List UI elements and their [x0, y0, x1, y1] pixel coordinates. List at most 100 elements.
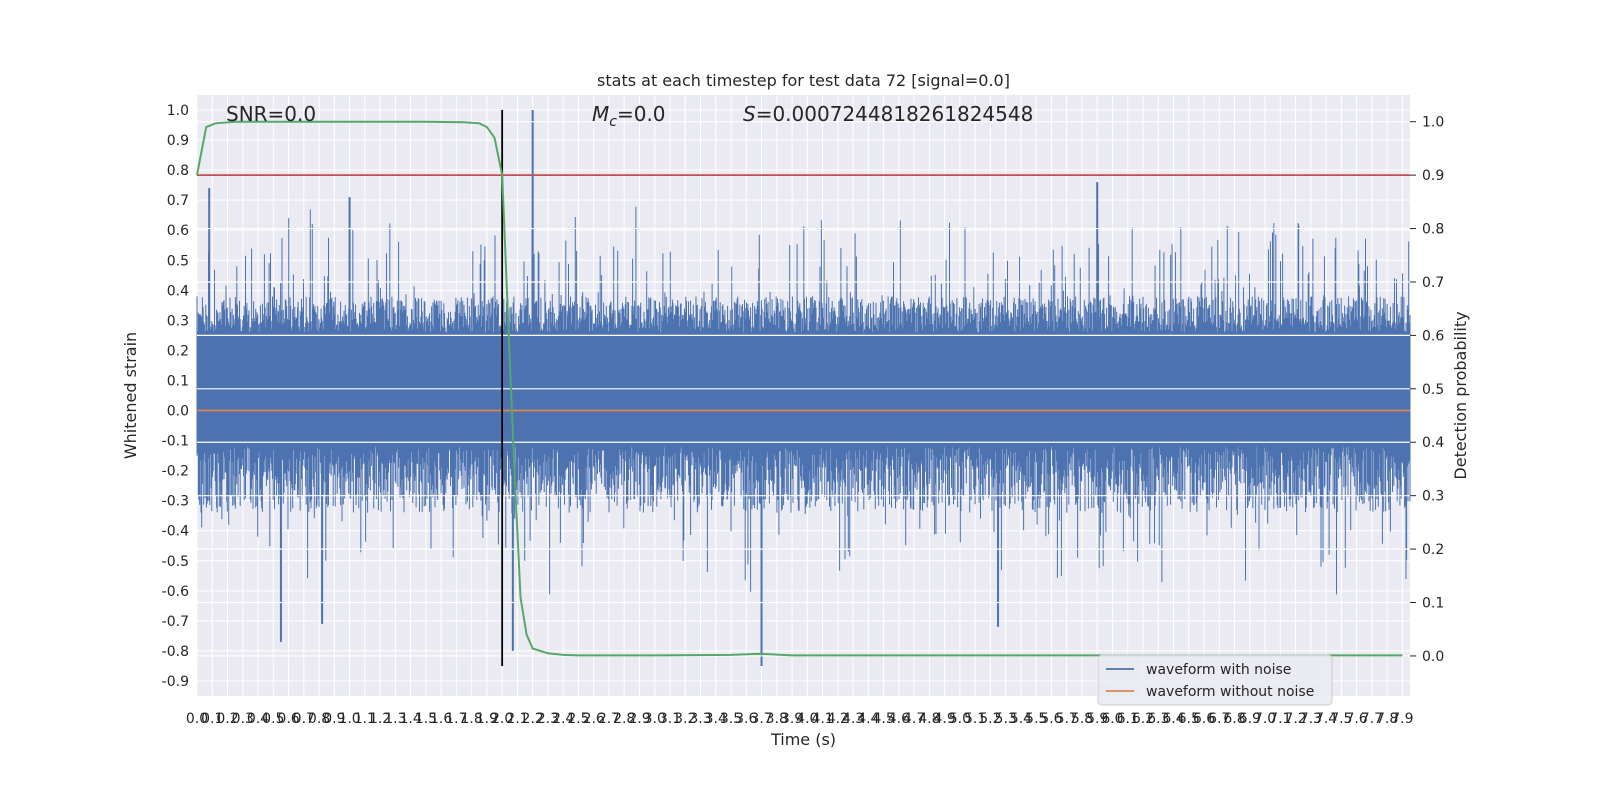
x-tick-label: 0.0: [186, 711, 208, 727]
y2-tick-label: 0.1: [1422, 596, 1444, 612]
x-tick-label: 5.4: [1010, 711, 1032, 727]
chirp-mass-annotation: Mc=0.0: [592, 102, 666, 130]
x-tick-label: 2.9: [628, 711, 650, 727]
detection-probability-series: [196, 120, 1403, 657]
x-tick-label: 2.5: [567, 711, 589, 727]
y-tick-label: -0.7: [162, 614, 189, 630]
x-tick-label: 5.8: [1071, 711, 1093, 727]
y-tick-label: -0.3: [162, 494, 189, 510]
x-tick-label: 5.5: [1025, 711, 1047, 727]
x-tick-label: 0.9: [323, 711, 345, 727]
snr-annotation: SNR=0.0: [226, 102, 316, 126]
x-tick-label: 2.4: [552, 711, 574, 727]
x-tick-label: 7.2: [1284, 711, 1306, 727]
x-tick-label: 6.4: [1162, 711, 1184, 727]
x-tick-label: 0.6: [277, 711, 299, 727]
x-tick-label: 6.3: [1147, 711, 1169, 727]
x-tick-label: 3.8: [766, 711, 788, 727]
x-tick-label: 3.6: [735, 711, 757, 727]
x-tick-label: 6.5: [1178, 711, 1200, 727]
y-tick-label: -0.5: [162, 554, 189, 570]
y2-tick-label: 0.3: [1422, 489, 1444, 505]
x-tick-label: 6.2: [1132, 711, 1154, 727]
y2-tick-label: 0.2: [1422, 542, 1444, 558]
chart-title: stats at each timestep for test data 72 …: [597, 71, 1010, 90]
y-tick-label: 0.1: [167, 373, 189, 389]
x-tick-label: 7.0: [1254, 711, 1276, 727]
x-tick-label: 6.6: [1193, 711, 1215, 727]
x-tick-label: 0.4: [247, 711, 269, 727]
x-tick-label: 7.1: [1269, 711, 1291, 727]
x-tick-label: 3.2: [674, 711, 696, 727]
x-tick-label: 4.2: [827, 711, 849, 727]
x-tick-label: 1.6: [430, 711, 452, 727]
x-tick-label: 1.2: [369, 711, 391, 727]
legend-box: [1097, 654, 1333, 706]
legend-label: waveform without noise: [1146, 684, 1314, 700]
x-tick-label: 5.0: [949, 711, 971, 727]
x-tick-label: 0.2: [216, 711, 238, 727]
y-tick-label: 0.0: [167, 404, 189, 420]
x-tick-label: 5.7: [1056, 711, 1078, 727]
x-tick-label: 7.7: [1361, 711, 1383, 727]
x-tick-label: 1.4: [399, 711, 421, 727]
x-tick-label: 2.6: [583, 711, 605, 727]
y2-tick-label: 1.0: [1422, 115, 1444, 131]
x-tick-label: 1.1: [354, 711, 376, 727]
x-tick-label: 3.5: [720, 711, 742, 727]
x-tick-label: 5.1: [964, 711, 986, 727]
x-tick-label: 6.0: [1101, 711, 1123, 727]
y-tick-label: 0.2: [167, 343, 189, 359]
y2-tick-label: 0.8: [1422, 222, 1444, 238]
x-tick-label: 4.4: [857, 711, 879, 727]
x-tick-label: 4.7: [903, 711, 925, 727]
x-tick-label: 5.9: [1086, 711, 1108, 727]
x-tick-label: 1.8: [461, 711, 483, 727]
x-tick-label: 4.1: [811, 711, 833, 727]
x-tick-label: 7.4: [1315, 711, 1337, 727]
x-tick-label: 6.9: [1239, 711, 1261, 727]
y2-tick-label: 0.4: [1422, 435, 1444, 451]
probability-line: [196, 120, 1403, 657]
x-tick-label: 3.4: [705, 711, 727, 727]
y-tick-label: -0.1: [162, 434, 189, 450]
x-tick-label: 3.7: [750, 711, 772, 727]
y-tick-label: 1.0: [167, 103, 189, 119]
y2-tick-label: 0.6: [1422, 328, 1444, 344]
y-tick-label: -0.8: [162, 644, 189, 660]
s-symbol: S: [743, 102, 756, 126]
y-tick-label: 0.4: [167, 283, 189, 299]
x-tick-label: 3.1: [659, 711, 681, 727]
x-tick-label: 0.7: [293, 711, 315, 727]
x-tick-label: 3.9: [781, 711, 803, 727]
x-tick-label: 4.3: [842, 711, 864, 727]
y-tick-label: -0.9: [162, 674, 189, 690]
x-tick-label: 4.0: [796, 711, 818, 727]
y-tick-label: -0.2: [162, 464, 189, 480]
y2-tick-label: 0.5: [1422, 382, 1444, 398]
x-tick-label: 0.8: [308, 711, 330, 727]
y-tick-label: 0.6: [167, 223, 189, 239]
legend-label: waveform with noise: [1146, 662, 1291, 678]
x-tick-label: 1.5: [415, 711, 437, 727]
s-value: =0.0007244818261824548: [756, 102, 1034, 126]
legend-entries: waveform with noise waveform without nois…: [1106, 662, 1314, 700]
x-tick-label: 4.6: [888, 711, 910, 727]
chirp-mass-subscript: c: [609, 114, 617, 130]
x-tick-label: 2.2: [522, 711, 544, 727]
y2-tick-label: 0.0: [1422, 649, 1444, 665]
x-tick-label: 6.8: [1223, 711, 1245, 727]
x-tick-label: 7.3: [1300, 711, 1322, 727]
y-tick-label: -0.4: [162, 524, 189, 540]
chirp-mass-value: =0.0: [617, 102, 666, 126]
x-tick-label: 7.5: [1330, 711, 1352, 727]
x-tick-label: 1.0: [338, 711, 360, 727]
x-tick-label: 4.8: [918, 711, 940, 727]
x-tick-label: 4.9: [934, 711, 956, 727]
x-tick-label: 6.1: [1117, 711, 1139, 727]
x-tick-label: 6.7: [1208, 711, 1230, 727]
y-tick-label: 0.5: [167, 253, 189, 269]
x-tick-label: 1.3: [384, 711, 406, 727]
